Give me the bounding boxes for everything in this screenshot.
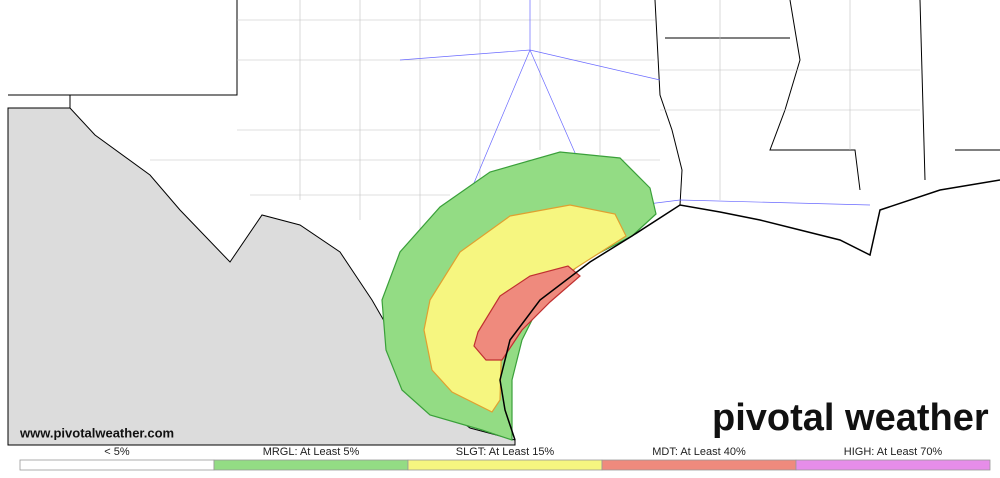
legend-swatch [601,459,797,471]
legend-label: MRGL: At Least 5% [263,446,360,458]
legend-label: SLGT: At Least 15% [456,446,555,458]
coastline [499,179,1000,441]
legend-swatch [213,459,409,471]
logo: pivotal weather [712,397,989,439]
legend-label: MDT: At Least 40% [652,446,746,458]
legend-label: HIGH: At Least 70% [844,446,943,458]
county-grid [150,0,920,240]
legend-swatch [19,459,215,471]
legend-label: < 5% [104,446,130,458]
legend-swatch [795,459,991,471]
mexico-region [7,107,516,446]
legend-swatch [407,459,603,471]
watermark: www.pivotalweather.com [19,425,174,440]
legend: < 5% MRGL: At Least 5% SLGT: At Least 15% M… [19,446,991,471]
state-borders [8,0,1000,206]
